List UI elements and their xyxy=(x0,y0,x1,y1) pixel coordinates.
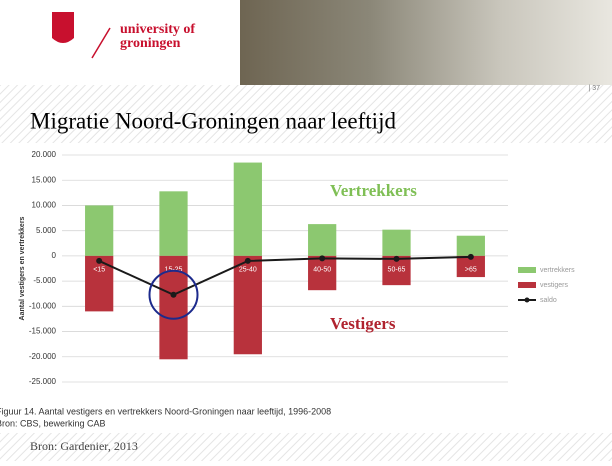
y-tick-label: 20.000 xyxy=(32,150,57,159)
legend-swatch xyxy=(518,282,536,288)
y-tick-label: -15.000 xyxy=(29,327,57,336)
chart: -25.000 -20.000 -15.000 -10.000 -5.000 0 5.000… xyxy=(0,150,575,428)
y-tick-label: 10.000 xyxy=(32,201,57,210)
y-tick-label: 15.000 xyxy=(32,175,57,184)
footer: Bron: Gardenier, 2013 xyxy=(30,439,138,453)
x-tick-label: 25-40 xyxy=(239,267,257,274)
logo-area xyxy=(0,0,240,85)
x-tick-label: 50-65 xyxy=(388,267,406,274)
logo-shield xyxy=(52,12,74,43)
bar xyxy=(308,224,337,256)
legend-swatch xyxy=(524,297,530,303)
legend-label: vestigers xyxy=(540,282,569,289)
point xyxy=(319,255,326,262)
slide-title: Migratie Noord-Groningen naar leeftijd xyxy=(30,108,396,133)
bar xyxy=(456,235,485,256)
y-tick-label: -10.000 xyxy=(29,301,57,310)
header-photo xyxy=(240,0,612,85)
logo-slash xyxy=(91,27,111,59)
point xyxy=(170,291,177,298)
y-tick-label: -20.000 xyxy=(29,352,57,361)
legend-swatch xyxy=(518,267,536,273)
line xyxy=(98,255,471,296)
logo-text: university of xyxy=(120,22,195,37)
bar xyxy=(85,205,114,256)
page-number: | 37 xyxy=(588,85,600,92)
bar xyxy=(233,255,262,355)
bar xyxy=(382,229,411,256)
y-axis-label: Aantal vestigers en vertrekkers xyxy=(19,216,26,320)
y-tick-label: 0 xyxy=(52,251,57,260)
point xyxy=(96,257,103,264)
bar xyxy=(85,255,114,312)
annotation: Vestigers xyxy=(330,314,396,333)
bar xyxy=(456,255,485,278)
logo-text: groningen xyxy=(120,36,181,51)
legend-label: saldo xyxy=(540,297,557,304)
x-tick-label: 40-50 xyxy=(313,267,331,274)
source: Bron: CBS, bewerking CAB xyxy=(0,418,106,428)
point xyxy=(244,257,251,264)
caption: Figuur 14. Aantal vestigers en vertrekke… xyxy=(0,406,331,416)
bar xyxy=(159,191,188,256)
x-tick-label: <15 xyxy=(93,267,105,274)
y-tick-label: -5.000 xyxy=(33,276,56,285)
x-tick-label: >65 xyxy=(465,267,477,274)
highlight-circle xyxy=(148,269,199,320)
bar xyxy=(308,255,337,291)
y-tick-label: 5.000 xyxy=(36,226,57,235)
bar xyxy=(233,162,262,256)
annotation: Vertrekkers xyxy=(330,181,417,200)
y-tick-label: -25.000 xyxy=(29,377,57,386)
point xyxy=(467,253,474,260)
legend-label: vertrekkers xyxy=(540,267,575,274)
point xyxy=(393,255,400,262)
